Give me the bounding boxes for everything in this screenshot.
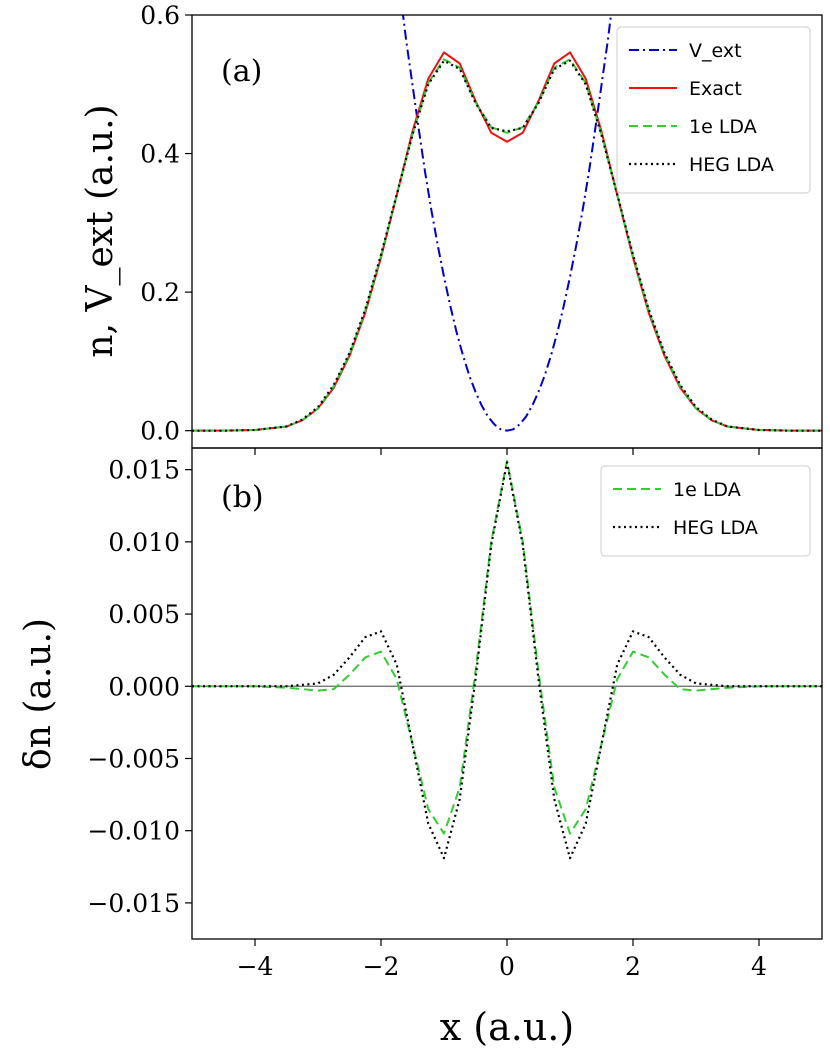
panel-a-legend-label-v-ext: V_ext <box>689 40 742 62</box>
panel-a-legend-box <box>616 26 811 194</box>
panel-a: 0.0 0.2 0.4 0.6 (a) n, V_ext (a.u.) V_ext Ex… <box>80 1 823 455</box>
panel-b-legend-label-heg-lda: HEG LDA <box>673 517 758 539</box>
panel-a-series-1e-lda <box>192 58 822 432</box>
panel-b-xtick-label: −2 <box>363 952 400 981</box>
panel-b: −0.015 −0.010 −0.005 0.000 0.005 0.010 0.015 −4… <box>18 447 823 1049</box>
panel-b-series-heg-lda <box>192 461 822 860</box>
panel-b-xtick-label: 0 <box>499 952 515 981</box>
panel-b-legend: 1e LDA HEG LDA <box>600 465 811 557</box>
panel-b-xtick-label: −4 <box>237 952 274 981</box>
panel-b-label: (b) <box>221 480 264 515</box>
panel-b-legend-box <box>600 465 811 557</box>
panel-a-legend-label-1e-lda: 1e LDA <box>689 116 757 138</box>
panel-a-legend-label-exact: Exact <box>689 78 742 100</box>
panel-b-xlabel: x (a.u.) <box>440 1005 574 1049</box>
panel-a-ytick-label: 0.6 <box>140 1 180 30</box>
panel-a-ytick-label: 0.0 <box>140 417 180 446</box>
panel-b-xtick-label: 4 <box>751 952 767 981</box>
panel-a-ytick-label: 0.4 <box>140 140 180 169</box>
panel-a-legend-label-heg-lda: HEG LDA <box>689 154 774 176</box>
panel-b-ytick-label: 0.000 <box>108 672 180 701</box>
panel-b-ytick-label: −0.010 <box>87 817 180 846</box>
panel-b-ytick-label: 0.015 <box>108 456 180 485</box>
panel-a-series-v-ext <box>401 15 613 432</box>
panel-b-xtick-label: 2 <box>625 952 641 981</box>
panel-a-series-heg-lda <box>192 59 822 432</box>
panel-a-label: (a) <box>221 54 262 89</box>
panel-b-ytick-label: 0.010 <box>108 528 180 557</box>
panel-b-ytick-label: −0.015 <box>87 889 180 918</box>
panel-b-ytick-label: 0.005 <box>108 600 180 629</box>
panel-a-ylabel: n, V_ext (a.u.) <box>80 104 121 357</box>
panel-b-series-1e-lda <box>192 460 822 835</box>
panel-b-ytick-label: −0.005 <box>87 744 180 773</box>
panel-b-ylabel: δn (a.u.) <box>18 618 59 770</box>
panel-a-ytick-label: 0.2 <box>140 278 180 307</box>
panel-a-legend: V_ext Exact 1e LDA HEG LDA <box>616 26 811 194</box>
panel-b-legend-label-1e-lda: 1e LDA <box>673 479 741 501</box>
